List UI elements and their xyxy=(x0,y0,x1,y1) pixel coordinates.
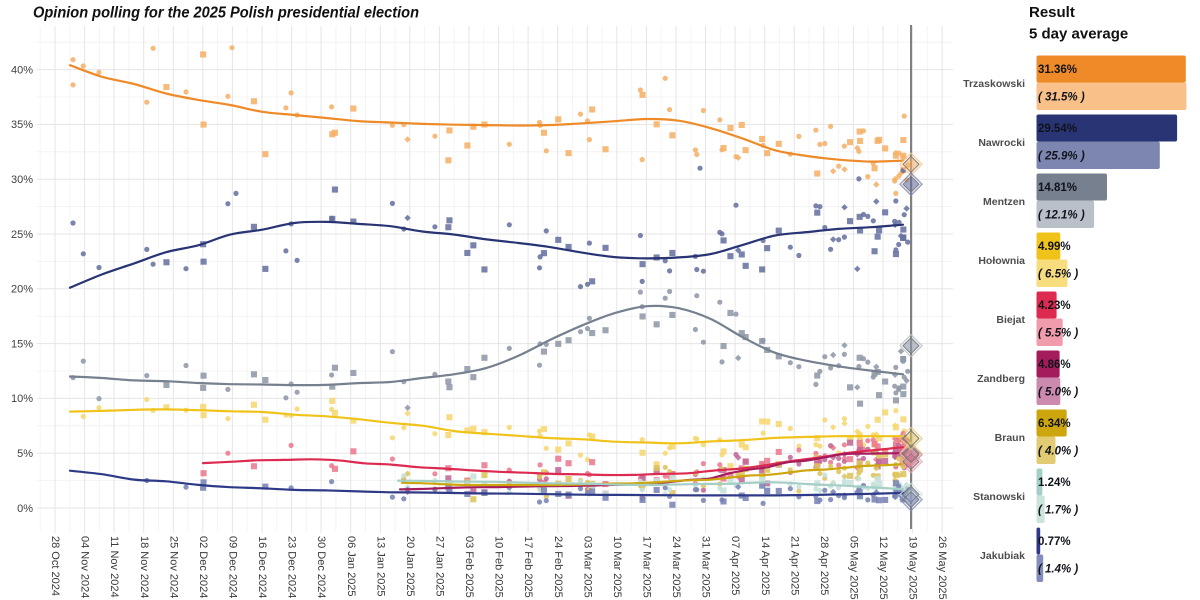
svg-text:( 31.5% ): ( 31.5% ) xyxy=(1038,92,1085,104)
svg-text:35%: 35% xyxy=(11,119,33,131)
svg-text:( 6.5% ): ( 6.5% ) xyxy=(1038,269,1078,281)
svg-text:1.24%: 1.24% xyxy=(1038,477,1071,489)
svg-text:Stanowski: Stanowski xyxy=(973,491,1025,503)
svg-text:17 Feb 2025: 17 Feb 2025 xyxy=(522,536,534,598)
svg-text:31.36%: 31.36% xyxy=(1038,64,1077,76)
svg-text:Opinion polling for the 2025 P: Opinion polling for the 2025 Polish pres… xyxy=(33,5,419,22)
svg-text:Jakubiak: Jakubiak xyxy=(980,550,1025,562)
svg-text:5 day average: 5 day average xyxy=(1029,26,1128,43)
svg-text:23 Dec 2024: 23 Dec 2024 xyxy=(286,536,298,598)
svg-text:29.54%: 29.54% xyxy=(1038,123,1077,135)
svg-text:10%: 10% xyxy=(11,393,33,405)
svg-text:Nawrocki: Nawrocki xyxy=(978,137,1025,149)
svg-text:( 4.0% ): ( 4.0% ) xyxy=(1038,446,1078,458)
svg-text:6.34%: 6.34% xyxy=(1038,418,1071,430)
svg-text:Result: Result xyxy=(1029,4,1075,21)
svg-text:20 Jan 2025: 20 Jan 2025 xyxy=(404,536,416,597)
svg-text:40%: 40% xyxy=(11,64,33,76)
svg-text:24 Feb 2025: 24 Feb 2025 xyxy=(552,536,564,598)
svg-text:14 Apr 2025: 14 Apr 2025 xyxy=(759,536,771,595)
svg-text:12 May 2025: 12 May 2025 xyxy=(877,536,889,600)
svg-text:17 Mar 2025: 17 Mar 2025 xyxy=(640,536,652,598)
svg-text:07 Apr 2025: 07 Apr 2025 xyxy=(729,536,741,595)
svg-text:28 Apr 2025: 28 Apr 2025 xyxy=(818,536,830,595)
svg-text:16 Dec 2024: 16 Dec 2024 xyxy=(256,536,268,598)
svg-text:28 Oct 2024: 28 Oct 2024 xyxy=(49,536,61,596)
svg-text:0%: 0% xyxy=(17,503,33,515)
svg-text:( 5.5% ): ( 5.5% ) xyxy=(1038,328,1078,340)
svg-text:5%: 5% xyxy=(17,448,33,460)
svg-text:14.81%: 14.81% xyxy=(1038,182,1077,194)
svg-text:4.86%: 4.86% xyxy=(1038,359,1071,371)
svg-text:25%: 25% xyxy=(11,229,33,241)
svg-text:03 Mar 2025: 03 Mar 2025 xyxy=(581,536,593,598)
svg-text:0.77%: 0.77% xyxy=(1038,536,1071,548)
svg-text:09 Dec 2024: 09 Dec 2024 xyxy=(226,536,238,598)
svg-text:03 Feb 2025: 03 Feb 2025 xyxy=(463,536,475,598)
svg-text:Hołownia: Hołownia xyxy=(978,255,1025,267)
svg-text:11 Nov 2024: 11 Nov 2024 xyxy=(108,536,120,598)
svg-text:4.23%: 4.23% xyxy=(1038,300,1071,312)
svg-text:21 Apr 2025: 21 Apr 2025 xyxy=(788,536,800,595)
svg-text:15%: 15% xyxy=(11,338,33,350)
svg-text:( 1.4% ): ( 1.4% ) xyxy=(1038,564,1078,576)
svg-text:( 12.1% ): ( 12.1% ) xyxy=(1038,210,1085,222)
svg-text:26 May 2025: 26 May 2025 xyxy=(936,536,948,600)
svg-text:06 Jan 2025: 06 Jan 2025 xyxy=(345,536,357,597)
svg-text:13 Jan 2025: 13 Jan 2025 xyxy=(374,536,386,597)
svg-text:24 Mar 2025: 24 Mar 2025 xyxy=(670,536,682,598)
svg-text:10 Feb 2025: 10 Feb 2025 xyxy=(493,536,505,598)
svg-text:30%: 30% xyxy=(11,174,33,186)
svg-text:18 Nov 2024: 18 Nov 2024 xyxy=(138,536,150,598)
svg-text:( 1.7% ): ( 1.7% ) xyxy=(1038,505,1078,517)
svg-text:Biejat: Biejat xyxy=(996,314,1025,326)
svg-text:Braun: Braun xyxy=(995,432,1025,444)
svg-text:27 Jan 2025: 27 Jan 2025 xyxy=(433,536,445,597)
svg-text:31 Mar 2025: 31 Mar 2025 xyxy=(700,536,712,598)
svg-text:Trzaskowski: Trzaskowski xyxy=(963,78,1025,90)
svg-text:( 5.0% ): ( 5.0% ) xyxy=(1038,387,1078,399)
svg-text:10 Mar 2025: 10 Mar 2025 xyxy=(611,536,623,598)
svg-text:( 25.9% ): ( 25.9% ) xyxy=(1038,151,1085,163)
svg-text:02 Dec 2024: 02 Dec 2024 xyxy=(197,536,209,598)
svg-text:20%: 20% xyxy=(11,284,33,296)
svg-text:25 Nov 2024: 25 Nov 2024 xyxy=(167,536,179,598)
svg-text:19 May 2025: 19 May 2025 xyxy=(907,536,919,600)
svg-text:4.99%: 4.99% xyxy=(1038,241,1071,253)
svg-text:04 Nov 2024: 04 Nov 2024 xyxy=(79,536,91,598)
svg-text:30 Dec 2024: 30 Dec 2024 xyxy=(315,536,327,598)
svg-text:05 May 2025: 05 May 2025 xyxy=(847,536,859,600)
svg-text:Zandberg: Zandberg xyxy=(977,373,1025,385)
svg-text:Mentzen: Mentzen xyxy=(983,196,1025,208)
